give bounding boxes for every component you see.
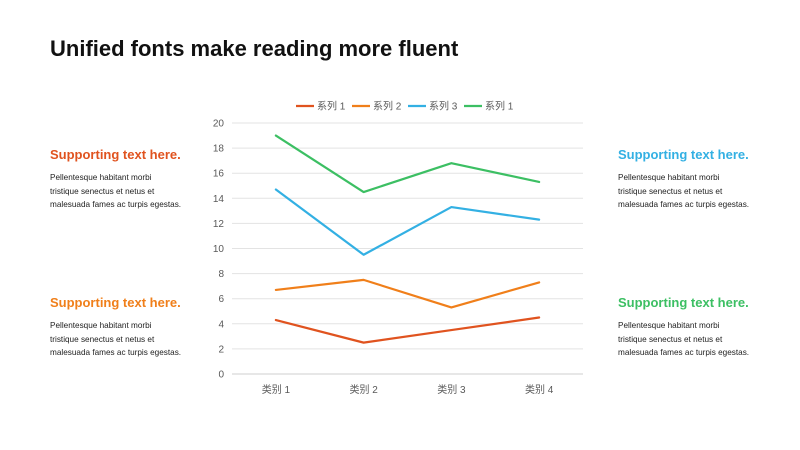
x-tick-label: 类别 1 <box>262 383 291 396</box>
body-line: malesuada fames ac turpis egestas. <box>618 348 750 357</box>
legend-label: 系列 3 <box>429 100 458 113</box>
body-line: tristique senectus et netus et <box>50 186 155 196</box>
x-tick-label: 类别 4 <box>525 383 554 396</box>
body-line: malesuada fames ac turpis egestas. <box>50 200 182 209</box>
y-tick-label: 8 <box>218 269 224 280</box>
series-line <box>274 188 541 256</box>
supporting-block-bottom-right: Supporting text here. Pellentesque habit… <box>618 295 778 360</box>
y-tick-label: 18 <box>213 144 225 155</box>
series-line <box>274 278 541 309</box>
supporting-body: Pellentesque habitant morbi tristique se… <box>50 319 210 360</box>
supporting-body: Pellentesque habitant morbi tristique se… <box>618 171 778 212</box>
body-line: tristique senectus et netus et <box>618 334 723 344</box>
line-chart: 0 2 4 6 8 10 12 14 16 18 20 类别 1 类别 2 类别 3 类别 4 系列 1 系列 … <box>213 100 583 396</box>
legend-label: 系列 1 <box>317 100 346 113</box>
supporting-block-top-right: Supporting text here. Pellentesque habit… <box>618 147 778 212</box>
y-tick-label: 16 <box>213 169 225 180</box>
supporting-block-top-left: Supporting text here. Pellentesque habit… <box>50 147 210 212</box>
body-line: Pellentesque habitant morbi <box>618 173 720 182</box>
legend-label: 系列 2 <box>373 100 402 113</box>
y-tick-label: 20 <box>213 119 225 130</box>
supporting-heading: Supporting text here. <box>618 147 749 162</box>
body-line: malesuada fames ac turpis egestas. <box>618 200 750 209</box>
body-line: tristique senectus et netus et <box>618 186 723 196</box>
y-tick-label: 0 <box>218 370 224 381</box>
x-tick-label: 类别 2 <box>349 383 378 396</box>
body-line: malesuada fames ac turpis egestas. <box>50 348 182 357</box>
supporting-block-bottom-left: Supporting text here. Pellentesque habit… <box>50 295 210 360</box>
supporting-heading: Supporting text here. <box>50 147 181 162</box>
y-tick-label: 2 <box>218 344 224 355</box>
y-tick-label: 14 <box>213 194 225 205</box>
supporting-heading: Supporting text here. <box>50 295 181 310</box>
x-tick-label: 类别 3 <box>437 383 466 396</box>
legend-label: 系列 1 <box>485 100 514 113</box>
body-line: Pellentesque habitant morbi <box>50 173 152 182</box>
body-line: tristique senectus et netus et <box>50 334 155 344</box>
supporting-body: Pellentesque habitant morbi tristique se… <box>50 171 210 212</box>
body-line: Pellentesque habitant morbi <box>618 321 720 330</box>
body-line: Pellentesque habitant morbi <box>50 321 152 330</box>
y-tick-label: 6 <box>218 294 224 305</box>
supporting-body: Pellentesque habitant morbi tristique se… <box>618 319 778 360</box>
y-tick-label: 4 <box>218 319 224 330</box>
supporting-heading: Supporting text here. <box>618 295 749 310</box>
series-line <box>274 134 541 194</box>
series-line <box>274 316 541 344</box>
page-title: Unified fonts make reading more fluent <box>50 36 459 61</box>
y-tick-label: 10 <box>213 244 225 255</box>
y-tick-label: 12 <box>213 219 225 230</box>
